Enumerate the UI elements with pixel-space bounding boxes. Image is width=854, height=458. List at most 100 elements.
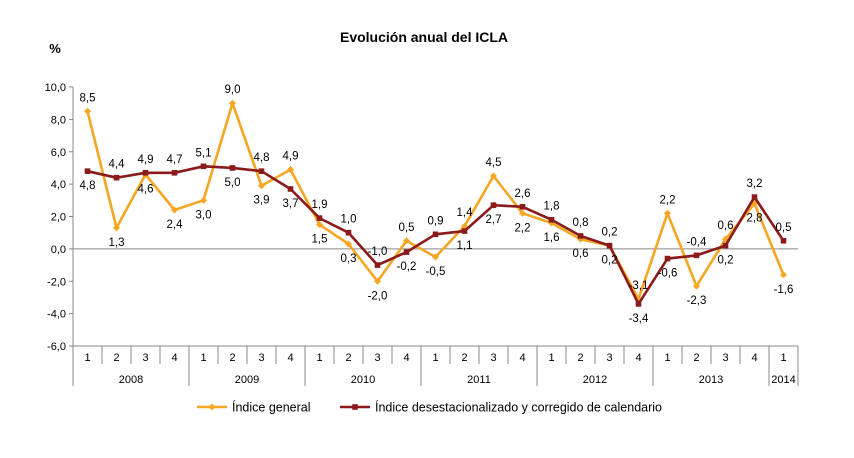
- y-tick-label: -6,0: [47, 341, 66, 353]
- x-tick-label-quarter: 4: [171, 352, 177, 364]
- series-layer: [84, 99, 787, 307]
- x-tick-label-quarter: 1: [432, 352, 438, 364]
- x-tick-label-quarter: 3: [722, 352, 728, 364]
- data-label-indice-desestacionalizado: 3,7: [283, 198, 299, 210]
- data-point-indice-general: [229, 99, 236, 107]
- data-point-indice-general: [403, 237, 410, 245]
- data-point-indice-desestacionalizado: [722, 242, 729, 249]
- x-tick-label-quarter: 3: [606, 352, 612, 364]
- data-label-indice-general: 0,6: [573, 248, 589, 260]
- data-label-indice-desestacionalizado: 3,2: [747, 178, 763, 190]
- x-tick-label-quarter: 1: [84, 352, 90, 364]
- legend-label-indice-desestacionalizado: Índice desestacionalizado y corregido de…: [375, 400, 662, 415]
- data-point-indice-general: [287, 166, 294, 174]
- data-label-indice-general: -2,3: [687, 295, 707, 307]
- data-point-indice-desestacionalizado: [432, 231, 439, 238]
- data-label-indice-desestacionalizado: 0,2: [718, 255, 734, 267]
- data-point-indice-general: [171, 206, 178, 214]
- data-label-indice-desestacionalizado: -0,4: [687, 236, 707, 248]
- data-point-indice-desestacionalizado: [403, 249, 410, 255]
- data-point-indice-general: [780, 271, 787, 279]
- data-point-indice-desestacionalizado: [171, 169, 178, 176]
- data-label-indice-desestacionalizado: 1,0: [341, 214, 357, 226]
- data-label-indice-desestacionalizado: -0,2: [397, 261, 417, 273]
- y-tick-label: -4,0: [47, 309, 66, 321]
- x-tick-label-quarter: 3: [374, 352, 380, 364]
- data-label-indice-general: -0,5: [426, 266, 446, 278]
- x-tick-label-quarter: 4: [751, 352, 757, 364]
- x-tick-label-quarter: 1: [548, 352, 554, 364]
- data-label-indice-general: 3,9: [254, 195, 270, 207]
- x-tick-label-quarter: 3: [490, 352, 496, 364]
- y-tick-label: 4,0: [51, 179, 66, 191]
- data-label-indice-general: 1,5: [312, 234, 328, 246]
- axes: 10,0 8,0 6,0 4,0 2,0 0,0 -2,0 -4,0 -6,0 1 2 3 4 1 2 3 4 1…: [45, 82, 799, 386]
- data-label-indice-desestacionalizado: 4,9: [138, 154, 154, 166]
- x-tick-label-quarter: 4: [519, 352, 525, 364]
- data-label-indice-general: 4,6: [138, 183, 154, 195]
- x-tick-label-year: 2008: [119, 374, 143, 386]
- data-label-indice-desestacionalizado: -1,0: [368, 246, 388, 258]
- x-tick-label-quarter: 1: [200, 352, 206, 364]
- data-label-indice-general: -2,0: [368, 290, 388, 302]
- data-labels-layer: 8,5 4,8 1,3 4,4 4,6 4,9 2,4 4,7 3,0 5,1 9,0 5,0 3,9 4…: [80, 84, 794, 325]
- data-label-indice-desestacionalizado: 4,7: [167, 154, 183, 166]
- data-point-indice-desestacionalizado: [287, 186, 294, 192]
- data-point-indice-general: [200, 196, 207, 204]
- data-label-indice-general: 1,6: [544, 232, 560, 244]
- data-point-indice-general: [113, 224, 120, 232]
- y-tick-label: 6,0: [51, 147, 66, 159]
- x-tick-label-quarter: 2: [345, 352, 351, 364]
- data-label-indice-general: 0,6: [718, 220, 734, 232]
- x-tick-label-quarter: 4: [635, 352, 641, 364]
- data-label-indice-desestacionalizado: 5,0: [225, 177, 241, 189]
- x-tick-label-year: 2014: [771, 374, 795, 386]
- x-tick-label-quarter: 3: [258, 352, 264, 364]
- x-tick-label-quarter: 3: [142, 352, 148, 364]
- x-tick-label-year: 2010: [351, 374, 375, 386]
- data-point-indice-general: [519, 209, 526, 217]
- data-label-indice-desestacionalizado: 0,9: [428, 215, 444, 227]
- data-point-indice-desestacionalizado: [200, 163, 207, 170]
- data-label-indice-desestacionalizado: 0,5: [776, 222, 792, 234]
- data-label-indice-general: 0,3: [341, 253, 357, 265]
- y-tick-label: 8,0: [51, 114, 66, 126]
- x-tick-label-quarter: 1: [780, 352, 786, 364]
- data-point-indice-general: [316, 221, 323, 229]
- data-label-indice-general: 2,8: [747, 213, 763, 225]
- data-point-indice-general: [345, 240, 352, 248]
- data-label-indice-desestacionalizado: 2,6: [515, 188, 531, 200]
- data-label-indice-desestacionalizado: -0,6: [658, 268, 678, 280]
- legend-label-indice-general: Índice general: [232, 400, 311, 415]
- data-point-indice-desestacionalizado: [635, 301, 642, 307]
- x-tick-label-quarter: 2: [577, 352, 583, 364]
- data-point-indice-desestacionalizado: [693, 252, 700, 259]
- x-tick-label-quarter: 4: [403, 352, 409, 364]
- data-point-indice-desestacionalizado: [519, 203, 526, 210]
- x-tick-label-quarter: 2: [693, 352, 699, 364]
- x-tick-label-quarter: 2: [229, 352, 235, 364]
- data-point-indice-desestacionalizado: [316, 215, 323, 221]
- data-point-indice-desestacionalizado: [577, 233, 584, 239]
- data-point-indice-desestacionalizado: [461, 228, 468, 234]
- data-point-indice-desestacionalizado: [664, 255, 671, 262]
- data-point-indice-general: [432, 253, 439, 261]
- data-label-indice-desestacionalizado: -3,4: [629, 313, 649, 325]
- data-label-indice-desestacionalizado: 2,7: [486, 214, 502, 226]
- data-label-indice-general: 4,5: [486, 157, 502, 169]
- data-label-indice-general: -3,1: [629, 280, 649, 292]
- y-tick-label: -2,0: [47, 276, 66, 288]
- chart-title: Evolución anual del ICLA: [340, 29, 508, 45]
- data-label-indice-general: 0,5: [399, 222, 415, 234]
- data-label-indice-desestacionalizado: 4,8: [80, 180, 96, 192]
- data-label-indice-general: 2,4: [167, 219, 184, 231]
- data-point-indice-general: [490, 172, 497, 180]
- data-point-indice-desestacionalizado: [606, 242, 613, 249]
- x-tick-label-quarter: 1: [664, 352, 670, 364]
- data-label-indice-general: 1,3: [109, 237, 125, 249]
- data-label-indice-general: 3,0: [196, 209, 212, 221]
- x-tick-label-quarter: 4: [287, 352, 293, 364]
- data-label-indice-desestacionalizado: 5,1: [196, 147, 212, 159]
- data-point-indice-desestacionalizado: [490, 202, 497, 208]
